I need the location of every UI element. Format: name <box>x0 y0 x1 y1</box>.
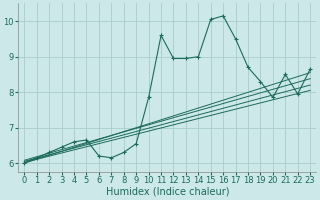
X-axis label: Humidex (Indice chaleur): Humidex (Indice chaleur) <box>106 187 229 197</box>
